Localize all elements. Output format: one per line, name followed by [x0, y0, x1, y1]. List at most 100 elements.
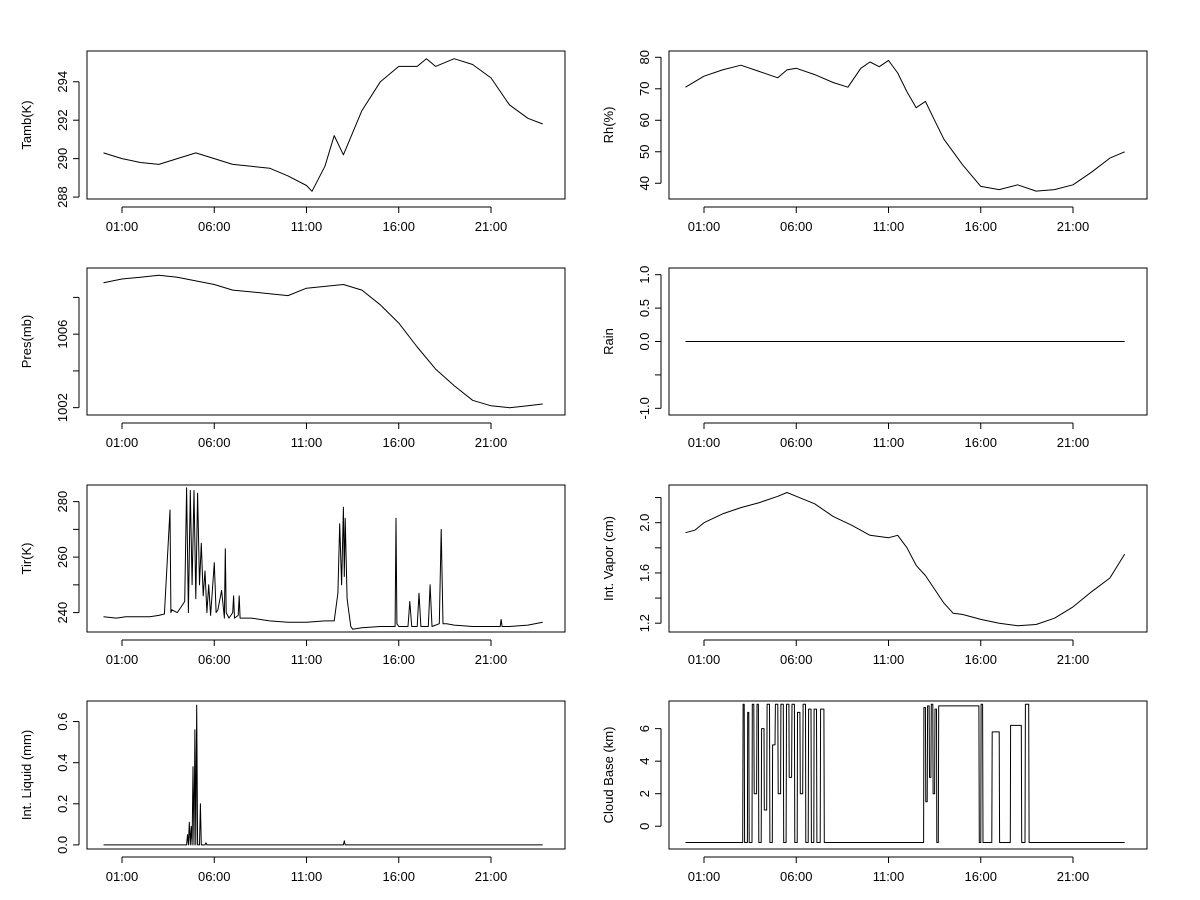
x-tick-label: 01:00 [688, 219, 721, 234]
plot-frame [86, 700, 566, 850]
series-line [103, 704, 543, 846]
y-tick-label: 240 [55, 602, 70, 624]
y-tick-label: 50 [637, 145, 652, 159]
y-tick-label: 60 [637, 113, 652, 127]
x-tick-label: 11:00 [291, 219, 323, 234]
panel-4: 01:00 06:00 11:00 16:00 21:00 -1.0 0.0 0.5 1.0 Ra… [601, 266, 1148, 450]
panel-3: 01:00 06:00 11:00 16:00 21:00 1002 1006 Pres(mb… [19, 267, 566, 450]
y-axis: 40 50 60 70 80 [637, 50, 662, 190]
y-tick-label: 0.6 [55, 713, 70, 731]
panel-7: 01:00 06:00 11:00 16:00 21:00 0.0 0.2 0.4 0.6 Int… [19, 700, 566, 884]
x-tick-label: 06:00 [780, 652, 813, 667]
y-axis: 0.0 0.2 0.4 0.6 [55, 713, 80, 854]
y-tick-label: 1.6 [637, 564, 652, 582]
y-axis-label: Rh(%) [601, 107, 616, 144]
y-axis-label: Rain [601, 328, 616, 355]
y-axis-label: Cloud Base (km) [601, 727, 616, 824]
y-tick-label: 1006 [55, 320, 70, 349]
series-line [103, 487, 543, 630]
panel-2: 01:00 06:00 11:00 16:00 21:00 40 50 60 70 80 Rh(%) [601, 50, 1148, 234]
x-tick-label: 16:00 [382, 435, 415, 450]
x-tick-label: 11:00 [873, 219, 905, 234]
y-axis: -1.0 0.0 0.5 1.0 [637, 266, 662, 420]
y-tick-label: 0.4 [55, 754, 70, 772]
x-axis: 01:00 06:00 11:00 16:00 21:00 [106, 422, 508, 450]
x-tick-label: 01:00 [688, 435, 721, 450]
series-line [103, 274, 543, 409]
x-tick-label: 11:00 [873, 652, 905, 667]
y-axis-label: Tamb(K) [19, 100, 34, 149]
x-axis: 01:00 06:00 11:00 16:00 21:00 [688, 856, 1089, 884]
panel-5: 01:00 06:00 11:00 16:00 21:00 240 260 280 Tir(K) [19, 484, 566, 667]
y-axis: 1.2 1.6 2.0 [637, 497, 662, 632]
x-tick-label: 16:00 [964, 219, 997, 234]
y-tick-label: 0.5 [637, 299, 652, 317]
y-tick-label: 1.2 [637, 614, 652, 632]
y-tick-label: 4 [637, 758, 652, 765]
x-tick-label: 21:00 [475, 652, 508, 667]
x-tick-label: 21:00 [1057, 435, 1090, 450]
x-tick-label: 06:00 [780, 869, 813, 884]
y-axis-label: Pres(mb) [19, 315, 34, 368]
x-tick-label: 21:00 [475, 869, 508, 884]
plot-frame [668, 267, 1148, 416]
y-axis: 288 290 292 294 [55, 71, 80, 208]
y-tick-label: 2.0 [637, 514, 652, 532]
x-axis: 01:00 06:00 11:00 16:00 21:00 [106, 639, 508, 667]
plot-frame [668, 700, 1148, 850]
series-line [685, 703, 1125, 843]
x-tick-label: 06:00 [198, 652, 231, 667]
x-tick-label: 21:00 [1057, 219, 1090, 234]
y-tick-label: 0.0 [637, 332, 652, 350]
y-tick-label: 260 [55, 546, 70, 568]
y-axis: 240 260 280 [55, 491, 80, 624]
x-axis: 01:00 06:00 11:00 16:00 21:00 [688, 422, 1090, 450]
y-tick-label: 280 [55, 491, 70, 513]
plot-frame [86, 267, 566, 416]
x-tick-label: 16:00 [964, 652, 997, 667]
x-tick-label: 01:00 [106, 652, 139, 667]
y-tick-label: -1.0 [637, 397, 652, 419]
x-tick-label: 16:00 [964, 435, 997, 450]
y-tick-label: 1002 [55, 393, 70, 422]
x-tick-label: 16:00 [382, 652, 415, 667]
y-tick-label: 2 [637, 790, 652, 797]
x-axis: 01:00 06:00 11:00 16:00 21:00 [106, 856, 508, 884]
plot-frame [668, 484, 1148, 633]
x-tick-label: 06:00 [780, 219, 813, 234]
y-tick-label: 70 [637, 82, 652, 96]
y-tick-label: 0.2 [55, 795, 70, 813]
y-tick-label: 6 [637, 725, 652, 732]
y-axis-label: Tir(K) [19, 542, 34, 574]
y-tick-label: 80 [637, 50, 652, 64]
x-tick-label: 11:00 [291, 869, 323, 884]
x-tick-label: 01:00 [106, 219, 139, 234]
panel-8: 01:00 06:00 11:00 16:00 21:00 0 2 4 6 Cloud Base … [601, 700, 1148, 884]
panel-6: 01:00 06:00 11:00 16:00 21:00 1.2 1.6 2.0 Int. V… [601, 484, 1148, 667]
x-axis: 01:00 06:00 11:00 16:00 21:00 [688, 639, 1089, 667]
y-axis: 0 2 4 6 [637, 725, 662, 830]
plot-frame [668, 50, 1148, 200]
series-line [103, 58, 543, 192]
x-tick-label: 16:00 [382, 869, 415, 884]
series-line [685, 59, 1125, 192]
y-axis-label: Int. Vapor (cm) [601, 516, 616, 601]
x-axis: 01:00 06:00 11:00 16:00 21:00 [688, 206, 1090, 234]
y-tick-label: 40 [637, 176, 652, 190]
x-tick-label: 16:00 [964, 869, 997, 884]
x-tick-label: 06:00 [198, 869, 231, 884]
x-tick-label: 21:00 [475, 435, 508, 450]
y-axis: 1002 1006 [55, 296, 80, 422]
panel-1: 01:00 06:00 11:00 16:00 21:00 288 290 292 294 Tam… [19, 50, 566, 234]
x-tick-label: 11:00 [291, 652, 323, 667]
x-tick-label: 06:00 [198, 435, 231, 450]
y-tick-label: 288 [55, 186, 70, 208]
x-tick-label: 21:00 [475, 219, 508, 234]
x-tick-label: 01:00 [688, 869, 721, 884]
y-tick-label: 0 [637, 823, 652, 830]
y-axis-label: Int. Liquid (mm) [19, 730, 34, 820]
series-line [685, 492, 1126, 627]
y-tick-label: 0.0 [55, 836, 70, 854]
x-tick-label: 11:00 [291, 435, 323, 450]
